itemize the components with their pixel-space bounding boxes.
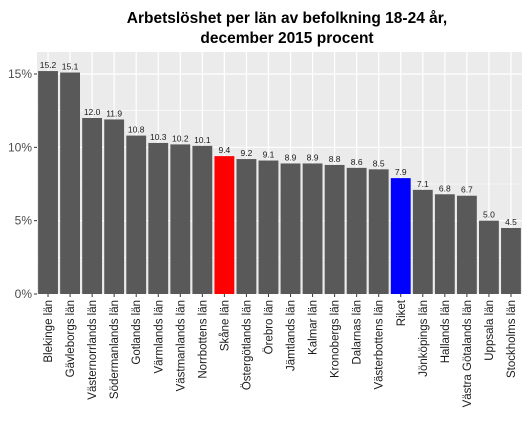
chart-title-line-2: december 2015 procent — [200, 30, 373, 47]
bar — [412, 189, 433, 294]
x-tick-label: Östergötlands län — [241, 300, 253, 390]
bar — [324, 164, 345, 294]
bars — [38, 71, 521, 295]
bar — [434, 194, 455, 294]
x-tick-label: Skåne län — [219, 300, 231, 351]
bar — [82, 118, 103, 294]
data-labels: 15.2 15.1 12.0 11.9 10.8 10.3 10.2 10.1 9.4 9.2 9.… — [40, 60, 517, 227]
x-tick-label: Västerbottens län — [374, 300, 386, 390]
x-tick-label: Södermanlands län — [109, 300, 121, 399]
bar — [236, 159, 257, 294]
data-label: 15.2 — [40, 60, 57, 70]
bar — [214, 156, 235, 294]
bar — [456, 195, 477, 294]
data-label: 5.0 — [483, 210, 495, 220]
chart-title-line-1: Arbetslöshet per län av befolkning 18-24… — [127, 10, 447, 27]
bar — [170, 144, 191, 294]
x-tick-label: Dalarnas län — [352, 300, 364, 365]
bar — [479, 220, 499, 294]
y-tick-label: 15% — [8, 67, 32, 81]
bar — [390, 178, 411, 294]
x-tick-label: Gävleborgs län — [65, 300, 77, 377]
y-tick-label: 5% — [15, 214, 33, 228]
data-label: 15.1 — [62, 62, 79, 72]
x-tick-label: Hallands län — [440, 300, 452, 363]
data-label: 8.8 — [329, 154, 341, 164]
bar — [104, 119, 125, 294]
data-label: 10.3 — [150, 132, 167, 142]
data-label: 8.9 — [285, 152, 297, 162]
data-label: 4.5 — [505, 217, 517, 227]
data-label: 8.9 — [307, 152, 319, 162]
data-label: 7.1 — [417, 179, 429, 189]
bar — [126, 135, 147, 294]
bar — [60, 72, 80, 295]
x-axis: Blekinge län Gävleborgs län Västernorrland… — [43, 294, 518, 407]
data-label: 6.7 — [461, 185, 473, 195]
x-tick-label: Blekinge län — [43, 300, 55, 363]
data-label: 11.9 — [106, 108, 122, 118]
x-tick-label: Riket — [396, 299, 408, 326]
data-label: 10.2 — [172, 133, 189, 143]
bar — [346, 167, 367, 294]
data-label: 10.8 — [128, 125, 145, 135]
bar — [280, 163, 301, 294]
x-tick-label: Gotlands län — [131, 300, 143, 365]
x-tick-label: Västra Götalands län — [462, 300, 474, 407]
bar — [258, 160, 279, 294]
x-tick-label: Värmlands län — [153, 300, 165, 374]
x-tick-label: Kronobergs län — [330, 300, 342, 378]
bar — [148, 142, 169, 294]
bar — [38, 71, 58, 294]
data-label: 12.0 — [84, 107, 101, 117]
y-tick-label: 0% — [15, 287, 33, 301]
data-label: 9.1 — [263, 150, 275, 160]
x-tick-label: Uppsala län — [484, 300, 496, 361]
data-label: 6.8 — [439, 183, 451, 193]
x-tick-label: Jämtlands län — [286, 300, 298, 371]
bar — [501, 228, 521, 294]
data-label: 8.5 — [373, 158, 385, 168]
data-label: 10.1 — [194, 135, 211, 145]
data-label: 8.6 — [351, 157, 363, 167]
x-tick-label: Stockholms län — [506, 300, 518, 378]
y-tick-label: 10% — [8, 140, 32, 154]
y-axis: 0% 5% 10% 15% — [8, 67, 37, 301]
data-label: 7.9 — [395, 167, 407, 177]
bar — [192, 145, 213, 294]
x-tick-label: Kalmar län — [308, 300, 320, 355]
bar — [302, 163, 323, 294]
x-tick-label: Västmanlands län — [175, 300, 187, 391]
data-label: 9.4 — [218, 145, 230, 155]
bar — [368, 169, 389, 294]
x-tick-label: Jönköpings län — [418, 300, 430, 377]
x-tick-label: Örebro län — [263, 300, 275, 354]
x-tick-label: Västernorrlands län — [87, 300, 99, 400]
x-tick-label: Norrbottens län — [197, 300, 209, 379]
data-label: 9.2 — [241, 148, 253, 158]
